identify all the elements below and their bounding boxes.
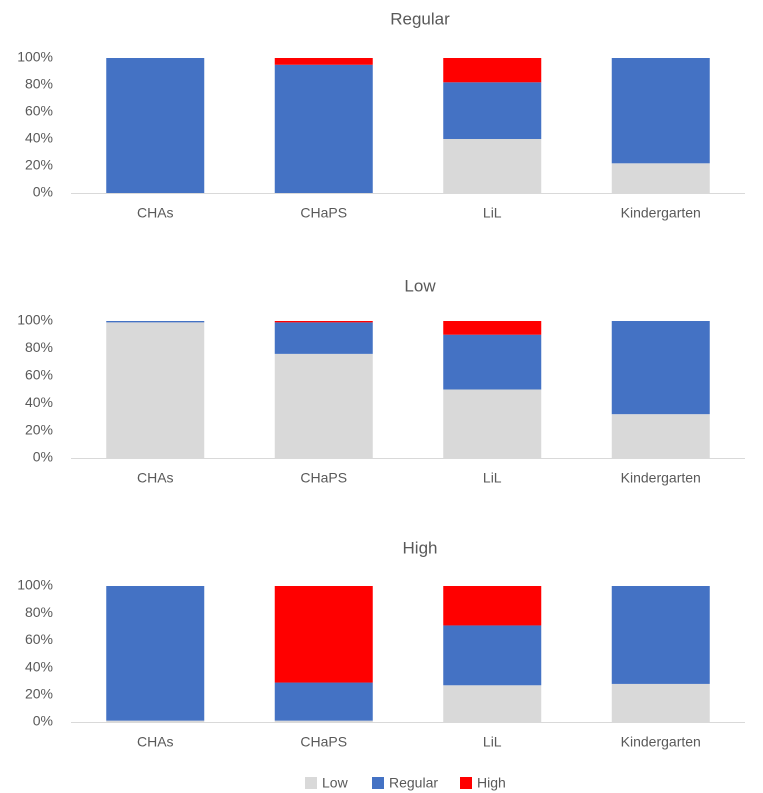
bar-segment xyxy=(274,322,373,354)
legend-swatch xyxy=(305,777,317,789)
y-tick-label: 100% xyxy=(17,577,53,593)
y-tick-label: 80% xyxy=(25,604,53,620)
bar-segment xyxy=(443,625,542,686)
legend-label: High xyxy=(477,775,506,791)
bar-segment xyxy=(106,720,205,722)
x-tick-label: CHaPS xyxy=(300,734,347,750)
y-tick-label: 60% xyxy=(25,367,53,383)
legend-label: Low xyxy=(322,775,349,791)
bar-segment xyxy=(274,321,373,323)
y-tick-label: 80% xyxy=(25,339,53,355)
bar-segment xyxy=(106,321,205,323)
y-tick-label: 40% xyxy=(25,394,53,410)
x-tick-label: Kindergarten xyxy=(621,470,701,486)
x-tick-label: LiL xyxy=(483,734,502,750)
bar-segment xyxy=(611,586,710,684)
legend-label: Regular xyxy=(389,775,438,791)
y-tick-label: 60% xyxy=(25,631,53,647)
x-tick-label: CHAs xyxy=(137,205,174,221)
bar-segment xyxy=(443,586,542,626)
bar-segment xyxy=(611,414,710,458)
bar-segment xyxy=(611,163,710,193)
x-tick-label: LiL xyxy=(483,470,502,486)
legend-swatch xyxy=(460,777,472,789)
chart-title: High xyxy=(403,538,438,557)
legend-swatch xyxy=(372,777,384,789)
y-tick-label: 80% xyxy=(25,76,53,92)
x-tick-label: CHaPS xyxy=(300,470,347,486)
y-tick-label: 0% xyxy=(33,449,53,465)
y-tick-label: 40% xyxy=(25,658,53,674)
bar-segment xyxy=(443,321,542,335)
bar-segment xyxy=(274,586,373,683)
y-tick-label: 20% xyxy=(25,686,53,702)
bar-segment xyxy=(106,586,205,721)
bar-segment xyxy=(106,322,205,458)
y-tick-label: 100% xyxy=(17,49,53,65)
bar-segment xyxy=(611,321,710,415)
bar-segment xyxy=(274,64,373,193)
bar-segment xyxy=(274,720,373,722)
x-tick-label: Kindergarten xyxy=(621,734,701,750)
bar-segment xyxy=(274,682,373,721)
bar-segment xyxy=(443,82,542,139)
bar-segment xyxy=(443,334,542,390)
bar-segment xyxy=(274,58,373,65)
bar-segment xyxy=(106,58,205,193)
bar-segment xyxy=(611,58,710,164)
bar-segment xyxy=(443,58,542,83)
y-tick-label: 0% xyxy=(33,184,53,200)
bar-segment xyxy=(443,685,542,722)
x-tick-label: CHAs xyxy=(137,734,174,750)
x-tick-label: Kindergarten xyxy=(621,205,701,221)
bar-segment xyxy=(274,353,373,458)
bar-segment xyxy=(611,683,710,722)
chart-title: Low xyxy=(404,276,436,295)
y-tick-label: 100% xyxy=(17,312,53,328)
y-tick-label: 0% xyxy=(33,713,53,729)
x-tick-label: CHAs xyxy=(137,470,174,486)
y-tick-label: 60% xyxy=(25,103,53,119)
y-tick-label: 20% xyxy=(25,421,53,437)
bar-segment xyxy=(443,139,542,193)
y-tick-label: 20% xyxy=(25,157,53,173)
bar-segment xyxy=(443,389,542,458)
x-tick-label: CHaPS xyxy=(300,205,347,221)
y-tick-label: 40% xyxy=(25,130,53,146)
chart-title: Regular xyxy=(390,9,450,28)
x-tick-label: LiL xyxy=(483,205,502,221)
